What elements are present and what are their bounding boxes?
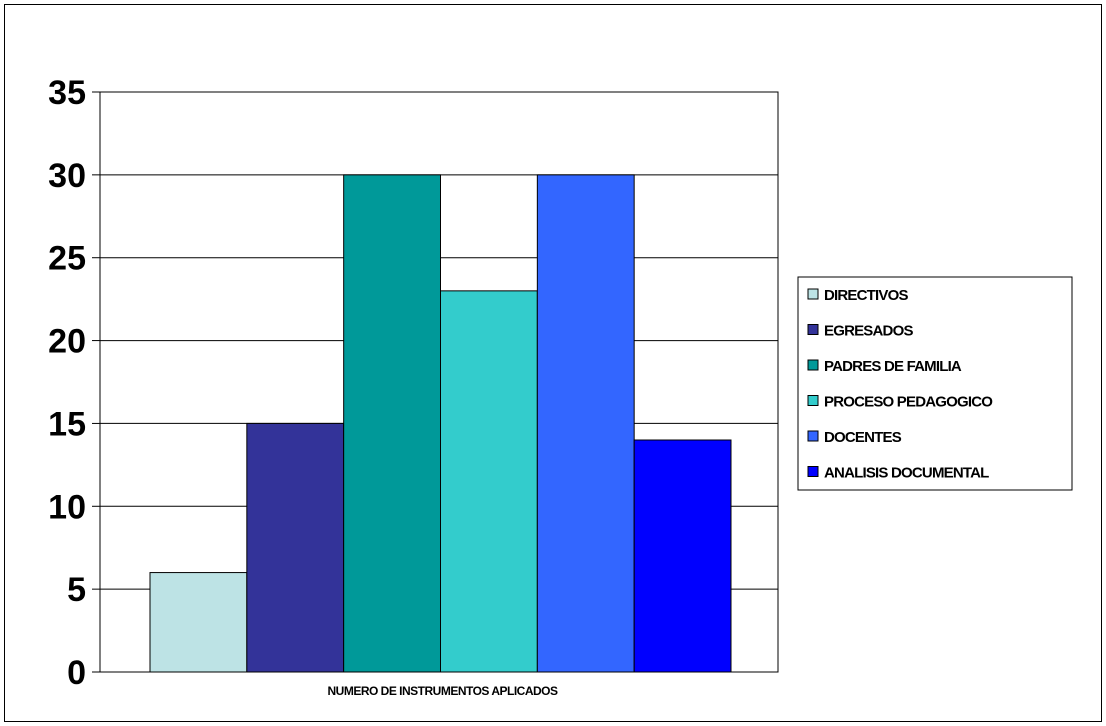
legend-swatch: [807, 430, 819, 442]
y-tick-label: 0: [67, 654, 86, 692]
y-tick-label: 35: [48, 74, 86, 112]
legend-label: PROCESO PEDAGOGICO: [824, 394, 993, 411]
legend-label: EGRESADOS: [824, 323, 913, 340]
bar-padres-de-familia: [343, 174, 441, 673]
y-tick-label: 30: [48, 157, 86, 195]
legend-swatch: [807, 359, 819, 371]
bar-docentes: [536, 174, 635, 673]
y-tick-label: 5: [67, 571, 86, 609]
legend-swatch: [807, 395, 819, 406]
legend-label: ANALISIS DOCUMENTAL: [824, 465, 989, 482]
legend: DIRECTIVOS EGRESADOS PADRES DE FAMILIA PROC…: [797, 276, 1073, 491]
legend-box: [797, 276, 1073, 491]
chart-frame: [4, 4, 1102, 722]
legend-label: DIRECTIVOS: [824, 287, 908, 304]
y-tick-label: 20: [48, 323, 86, 361]
legend-swatch: [807, 324, 819, 335]
legend-label: PADRES DE FAMILIA: [824, 358, 962, 375]
bar-directivos: [149, 572, 248, 673]
bar-egresados: [246, 422, 345, 673]
bar-analisis-documental: [633, 439, 732, 673]
y-tick-label: 25: [48, 240, 86, 278]
x-category-label: NUMERO DE INSTRUMENTOS APLICADOS: [327, 684, 558, 698]
legend-swatch: [807, 466, 819, 477]
y-tick-label: 15: [48, 405, 86, 443]
legend-swatch: [807, 288, 819, 300]
bars: [149, 174, 732, 673]
plot-area: [99, 91, 779, 673]
axes: [92, 91, 779, 673]
bar-proceso-pedagogico: [440, 290, 538, 673]
y-tick-label: 10: [48, 488, 86, 526]
legend-label: DOCENTES: [824, 429, 902, 446]
y-tick-labels: 0 5 10 15 20 25 30 35: [48, 74, 86, 692]
